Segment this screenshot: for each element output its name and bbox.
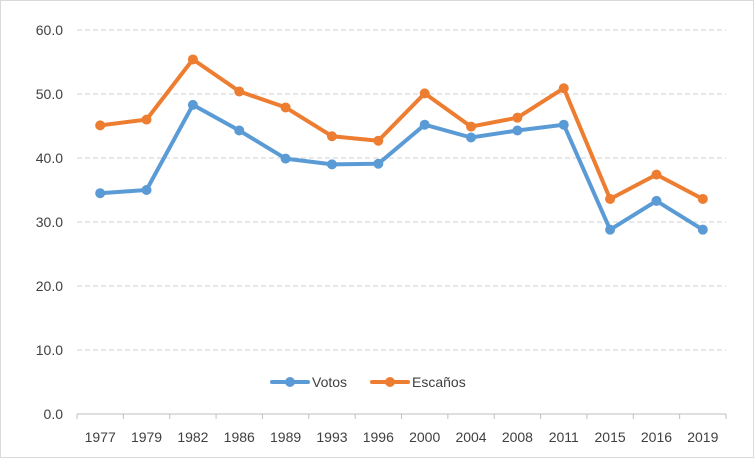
x-tick-label: 2019	[687, 429, 718, 445]
data-point-votos	[280, 153, 291, 164]
data-point-votos	[697, 224, 708, 235]
data-point-votos	[373, 158, 384, 169]
data-point-escaños	[466, 121, 477, 132]
x-tick-label: 1982	[177, 429, 208, 445]
y-tick-label: 40.0	[36, 150, 63, 166]
data-point-escaños	[419, 88, 430, 99]
data-point-escaños	[280, 102, 291, 113]
x-tick-label: 2016	[641, 429, 672, 445]
y-tick-label: 0.0	[44, 406, 64, 422]
data-point-escaños	[234, 86, 245, 97]
data-point-escaños	[651, 169, 662, 180]
x-tick-label: 1977	[85, 429, 116, 445]
legend-marker-votos	[285, 377, 295, 387]
data-point-escaños	[187, 54, 198, 65]
x-tick-label: 1986	[224, 429, 255, 445]
data-point-escaños	[512, 112, 523, 123]
data-point-votos	[466, 132, 477, 143]
x-tick-label: 2011	[549, 429, 579, 445]
y-tick-label: 50.0	[36, 86, 63, 102]
x-tick-label: 1993	[316, 429, 347, 445]
x-tick-label: 2004	[455, 429, 486, 445]
series-line-votos	[98, 102, 705, 232]
data-point-escaños	[326, 131, 337, 142]
data-point-votos	[141, 185, 152, 195]
x-tick-label: 2000	[409, 429, 440, 445]
x-tick-label: 1989	[270, 429, 301, 445]
legend-label: Votos	[312, 374, 347, 390]
gridlines	[77, 29, 726, 351]
x-tick-label: 1979	[131, 429, 162, 445]
data-point-votos	[187, 99, 198, 110]
data-point-votos	[95, 188, 106, 199]
data-point-votos	[512, 125, 523, 136]
series	[95, 54, 708, 235]
x-tick-label: 2015	[595, 429, 626, 445]
series-line-escaños	[98, 57, 705, 201]
x-tick-label: 1996	[363, 429, 394, 445]
data-point-escaños	[141, 114, 152, 125]
y-tick-label: 30.0	[36, 214, 63, 230]
y-tick-label: 60.0	[36, 22, 63, 38]
legend: Votos Escaños	[270, 374, 466, 390]
data-point-escaños	[697, 193, 708, 204]
y-tick-label: 20.0	[36, 278, 63, 294]
data-point-escaños	[95, 120, 106, 131]
data-point-votos	[234, 125, 245, 136]
y-tick-label: 10.0	[36, 342, 63, 358]
data-point-votos	[419, 119, 430, 130]
data-point-escaños	[605, 193, 616, 204]
data-point-escaños	[373, 135, 384, 146]
axes: 0.0 10.0 20.0 30.0 40.0 50.0 60.0 1977 1979 1982 1…	[36, 22, 727, 445]
x-tick-label: 2008	[502, 429, 533, 445]
data-point-votos	[605, 224, 616, 235]
data-point-votos	[558, 119, 569, 130]
legend-label: Escaños	[412, 374, 466, 390]
legend-marker-escaños	[385, 377, 395, 387]
data-point-votos	[326, 159, 337, 170]
data-point-escaños	[558, 83, 569, 94]
data-point-votos	[651, 195, 662, 206]
